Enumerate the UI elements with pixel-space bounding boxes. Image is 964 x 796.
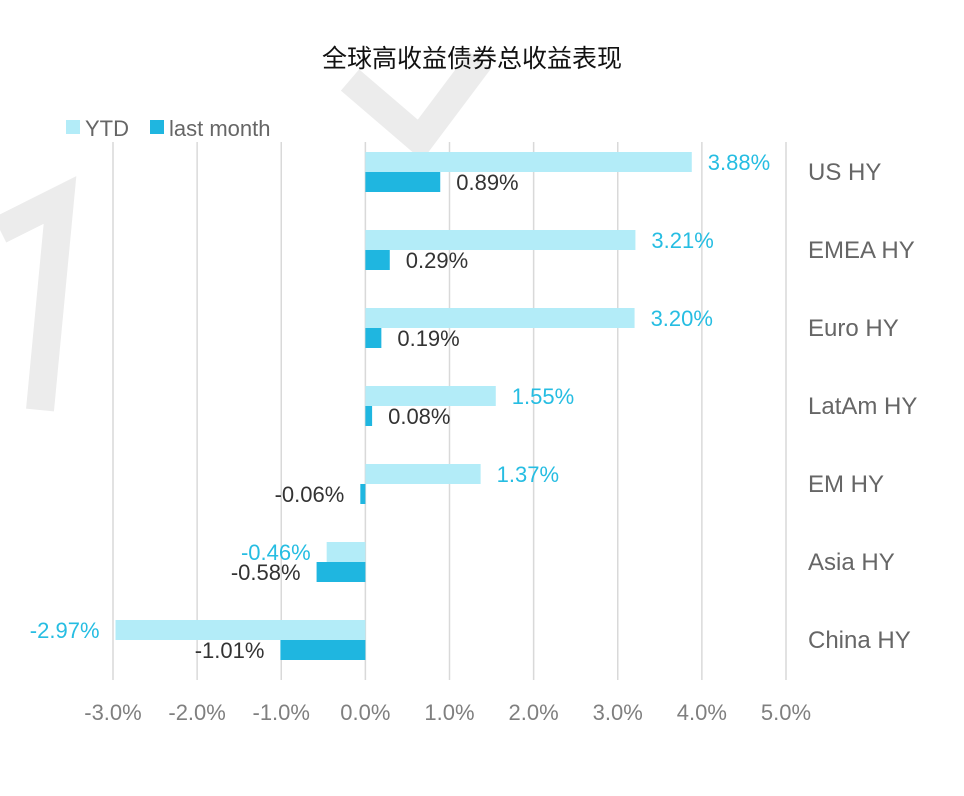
bars bbox=[115, 152, 692, 660]
bar-last-month bbox=[280, 640, 366, 660]
bar-last-month bbox=[365, 406, 373, 426]
x-tick-label: 5.0% bbox=[761, 700, 811, 725]
legend-label-last-month: last month bbox=[169, 116, 271, 141]
data-label: -0.06% bbox=[275, 482, 345, 507]
legend-label-ytd: YTD bbox=[85, 116, 129, 141]
chart-title: 全球高收益债券总收益表现 bbox=[322, 44, 622, 73]
bar-last-month bbox=[360, 484, 366, 504]
data-label: -0.58% bbox=[231, 560, 301, 585]
category-label: Asia HY bbox=[808, 549, 895, 576]
data-label: 0.29% bbox=[406, 248, 468, 273]
x-tick-label: 1.0% bbox=[424, 700, 474, 725]
x-tick-label: 2.0% bbox=[509, 700, 559, 725]
legend-swatch-ytd bbox=[66, 120, 80, 134]
bar-ytd bbox=[326, 542, 366, 562]
bar-last-month bbox=[316, 562, 366, 582]
legend: YTD last month bbox=[66, 116, 271, 141]
category-label: US HY bbox=[808, 159, 881, 186]
x-tick-label: -3.0% bbox=[84, 700, 141, 725]
data-label: -2.97% bbox=[30, 618, 100, 643]
bar-ytd bbox=[115, 620, 366, 640]
bar-ytd bbox=[365, 152, 692, 172]
watermark bbox=[0, 51, 492, 412]
category-label: EMEA HY bbox=[808, 237, 915, 264]
data-label: -0.46% bbox=[241, 540, 311, 565]
data-label: 3.88% bbox=[708, 150, 770, 175]
data-label: 1.37% bbox=[497, 462, 559, 487]
data-label: 1.55% bbox=[512, 384, 574, 409]
x-tick-label: 4.0% bbox=[677, 700, 727, 725]
category-label: EM HY bbox=[808, 471, 884, 498]
data-labels: 3.88% 0.89% 3.21% 0.29% 3.20% 0.19% 1.55% 0.08%… bbox=[30, 150, 770, 663]
category-labels: US HY EMEA HY Euro HY LatAm HY EM HY Asia HY C… bbox=[808, 159, 917, 654]
bar-last-month bbox=[365, 328, 382, 348]
bar-ytd bbox=[365, 308, 635, 328]
bar-last-month bbox=[365, 250, 390, 270]
x-tick-label: 0.0% bbox=[340, 700, 390, 725]
data-label: 0.19% bbox=[397, 326, 459, 351]
data-label: 0.89% bbox=[456, 170, 518, 195]
legend-swatch-last-month bbox=[150, 120, 164, 134]
bar-ytd bbox=[365, 464, 481, 484]
x-axis-tick-labels: -3.0% -2.0% -1.0% 0.0% 1.0% 2.0% 3.0% 4.0% 5.0% bbox=[84, 700, 811, 725]
x-tick-label: -2.0% bbox=[168, 700, 225, 725]
category-label: Euro HY bbox=[808, 315, 899, 342]
bar-ytd bbox=[365, 230, 636, 250]
data-label: 3.21% bbox=[651, 228, 713, 253]
x-tick-label: -1.0% bbox=[253, 700, 310, 725]
bar-last-month bbox=[365, 172, 441, 192]
bar-ytd bbox=[365, 386, 496, 406]
data-label: 0.08% bbox=[388, 404, 450, 429]
data-label: 3.20% bbox=[651, 306, 713, 331]
category-label: China HY bbox=[808, 627, 911, 654]
category-label: LatAm HY bbox=[808, 393, 917, 420]
x-tick-label: 3.0% bbox=[593, 700, 643, 725]
data-label: -1.01% bbox=[195, 638, 265, 663]
